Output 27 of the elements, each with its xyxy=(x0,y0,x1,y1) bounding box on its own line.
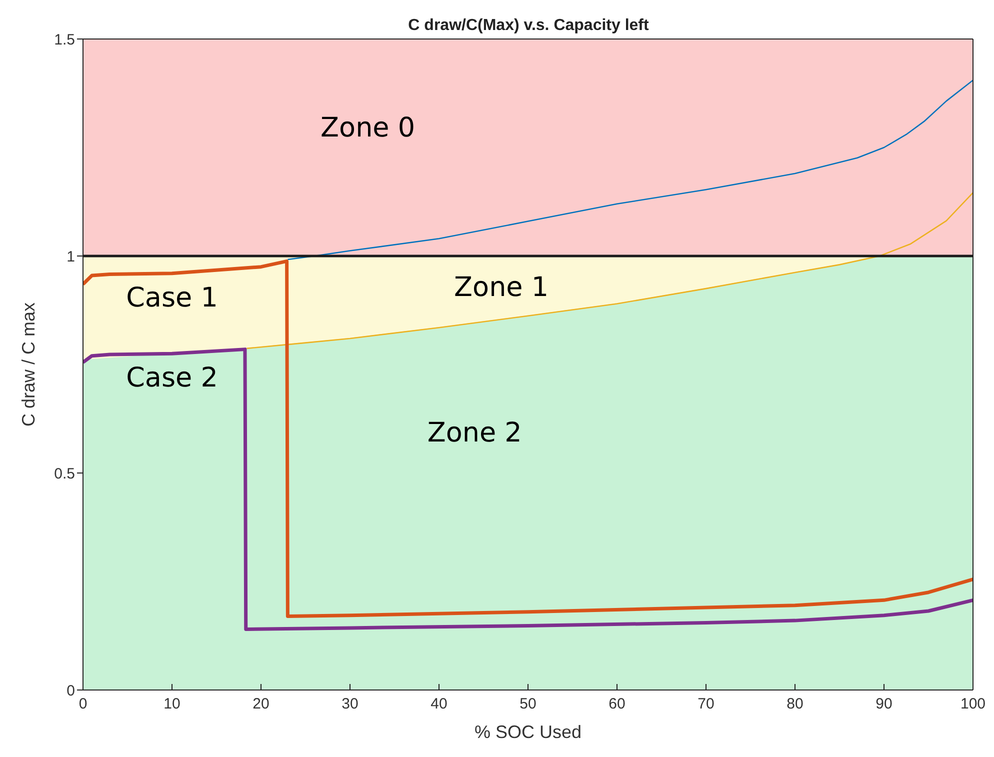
line-series xyxy=(83,348,973,631)
x-tick-label: 70 xyxy=(698,696,714,713)
line-series xyxy=(287,80,973,260)
y-tick-label: 1 xyxy=(66,248,75,266)
x-tick-label: 90 xyxy=(876,696,892,713)
line-series xyxy=(246,192,973,350)
line-series xyxy=(83,259,973,618)
series-label: Case 2 xyxy=(126,362,218,394)
y-tick-label: 1.5 xyxy=(54,31,75,48)
band-label: Zone 0 xyxy=(320,112,416,144)
x-tick-label: 100 xyxy=(960,696,986,713)
y-tick-label: 0 xyxy=(66,682,75,700)
series-label: Case 1 xyxy=(126,282,218,314)
y-axis-title: C draw / C max xyxy=(18,302,38,427)
x-tick-label: 20 xyxy=(252,696,270,713)
x-tick-label: 30 xyxy=(342,696,358,713)
x-tick-label: 50 xyxy=(520,696,536,713)
x-tick-label: 40 xyxy=(430,696,448,713)
y-tick-label: 0.5 xyxy=(54,465,75,482)
x-tick-label: 0 xyxy=(78,696,88,713)
x-tick-label: 60 xyxy=(608,696,626,713)
band-label: Zone 1 xyxy=(454,272,549,303)
chart-title: C draw/C(Max) v.s. Capacity left xyxy=(408,17,650,34)
x-tick-label: 10 xyxy=(164,696,180,713)
x-axis-title: % SOC Used xyxy=(474,722,582,742)
x-tick-label: 80 xyxy=(786,696,804,713)
series-label: Zone 2 xyxy=(427,417,522,448)
